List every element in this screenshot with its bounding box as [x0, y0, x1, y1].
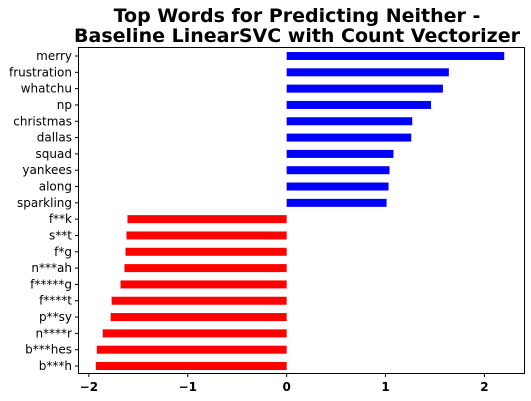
y-tick-label: christmas	[13, 114, 72, 128]
chart-title-line-1: Top Words for Predicting Neither -	[114, 5, 481, 27]
y-tick-label: along	[39, 180, 72, 194]
y-tick-label: f**k	[49, 212, 72, 226]
bar-1	[286, 68, 449, 77]
bar-5	[286, 133, 412, 142]
bar-7	[286, 166, 390, 175]
plot-frame	[78, 47, 525, 374]
bar-12	[125, 247, 287, 256]
y-tick-label: f****t	[39, 294, 72, 308]
x-tick-label: 2	[480, 380, 488, 394]
chart-title-line-2: Baseline LinearSVC with Count Vectorizer	[74, 25, 521, 47]
bar-13	[124, 264, 287, 273]
y-tick-label: frustration	[9, 65, 72, 79]
x-tick-label: −1	[179, 380, 197, 394]
x-axis-ticks: −2 −1 0 1 2	[80, 373, 489, 394]
y-tick-label: dallas	[37, 131, 72, 145]
y-tick-label: p**sy	[39, 310, 72, 324]
bar-0	[286, 52, 505, 60]
bars-group	[95, 52, 505, 370]
y-tick-label: merry	[36, 49, 72, 63]
bar-19	[95, 362, 287, 370]
bar-2	[286, 84, 443, 93]
y-tick-label: yankees	[22, 163, 72, 177]
y-tick-label: f*g	[54, 245, 72, 259]
y-tick-label: f*****g	[30, 277, 72, 291]
bar-15	[111, 296, 287, 305]
y-tick-label: s**t	[49, 228, 72, 242]
y-tick-label: n****r	[35, 326, 72, 340]
y-tick-label: b***h	[39, 359, 72, 373]
bar-16	[110, 313, 287, 322]
bar-17	[102, 329, 287, 338]
y-tick-label: np	[57, 98, 72, 112]
x-tick-label: 0	[282, 380, 290, 394]
bar-3	[286, 100, 432, 109]
bar-9	[286, 198, 387, 207]
y-tick-label: n***ah	[31, 261, 72, 275]
bar-8	[286, 182, 389, 191]
bar-10	[127, 215, 287, 224]
x-tick-label: 1	[381, 380, 389, 394]
bar-18	[96, 345, 287, 354]
y-tick-label: sparkling	[17, 196, 72, 210]
x-tick-label: −2	[80, 380, 98, 394]
y-axis-ticks: merry frustration whatchu np christmas dallas…	[9, 49, 79, 373]
y-tick-label: squad	[36, 147, 72, 161]
bar-6	[286, 149, 394, 158]
bar-14	[120, 280, 287, 289]
bar-11	[126, 231, 287, 240]
y-tick-label: b***hes	[25, 343, 72, 357]
bar-4	[286, 117, 413, 126]
y-tick-label: whatchu	[21, 82, 72, 96]
